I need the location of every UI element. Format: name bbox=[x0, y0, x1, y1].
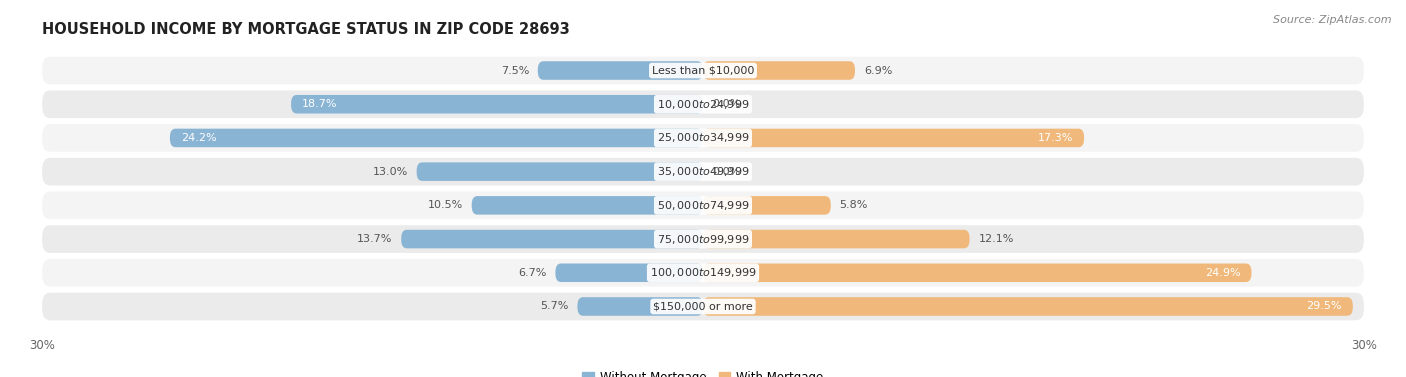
FancyBboxPatch shape bbox=[471, 196, 703, 215]
Text: 18.7%: 18.7% bbox=[302, 99, 337, 109]
FancyBboxPatch shape bbox=[42, 124, 1364, 152]
Text: 24.9%: 24.9% bbox=[1205, 268, 1240, 278]
FancyBboxPatch shape bbox=[578, 297, 703, 316]
Text: $75,000 to $99,999: $75,000 to $99,999 bbox=[657, 233, 749, 245]
FancyBboxPatch shape bbox=[42, 57, 1364, 84]
FancyBboxPatch shape bbox=[170, 129, 703, 147]
Text: $10,000 to $24,999: $10,000 to $24,999 bbox=[657, 98, 749, 111]
FancyBboxPatch shape bbox=[42, 192, 1364, 219]
Text: 29.5%: 29.5% bbox=[1306, 302, 1341, 311]
FancyBboxPatch shape bbox=[537, 61, 703, 80]
FancyBboxPatch shape bbox=[555, 264, 703, 282]
FancyBboxPatch shape bbox=[42, 225, 1364, 253]
Text: 6.7%: 6.7% bbox=[519, 268, 547, 278]
Text: 17.3%: 17.3% bbox=[1038, 133, 1073, 143]
FancyBboxPatch shape bbox=[401, 230, 703, 248]
FancyBboxPatch shape bbox=[703, 230, 970, 248]
FancyBboxPatch shape bbox=[42, 259, 1364, 287]
Text: 24.2%: 24.2% bbox=[181, 133, 217, 143]
Text: $50,000 to $74,999: $50,000 to $74,999 bbox=[657, 199, 749, 212]
Text: 5.7%: 5.7% bbox=[540, 302, 568, 311]
FancyBboxPatch shape bbox=[42, 90, 1364, 118]
Text: $25,000 to $34,999: $25,000 to $34,999 bbox=[657, 132, 749, 144]
Text: $150,000 or more: $150,000 or more bbox=[654, 302, 752, 311]
FancyBboxPatch shape bbox=[703, 129, 1084, 147]
Text: $100,000 to $149,999: $100,000 to $149,999 bbox=[650, 266, 756, 279]
Text: $35,000 to $49,999: $35,000 to $49,999 bbox=[657, 165, 749, 178]
Text: 5.8%: 5.8% bbox=[839, 200, 868, 210]
Text: 10.5%: 10.5% bbox=[427, 200, 463, 210]
FancyBboxPatch shape bbox=[416, 162, 703, 181]
FancyBboxPatch shape bbox=[42, 158, 1364, 185]
Text: 7.5%: 7.5% bbox=[501, 66, 529, 75]
Legend: Without Mortgage, With Mortgage: Without Mortgage, With Mortgage bbox=[578, 366, 828, 377]
FancyBboxPatch shape bbox=[291, 95, 703, 113]
Text: 0.0%: 0.0% bbox=[711, 99, 740, 109]
FancyBboxPatch shape bbox=[703, 297, 1353, 316]
Text: 12.1%: 12.1% bbox=[979, 234, 1014, 244]
FancyBboxPatch shape bbox=[703, 61, 855, 80]
Text: HOUSEHOLD INCOME BY MORTGAGE STATUS IN ZIP CODE 28693: HOUSEHOLD INCOME BY MORTGAGE STATUS IN Z… bbox=[42, 22, 569, 37]
Text: 13.7%: 13.7% bbox=[357, 234, 392, 244]
Text: 13.0%: 13.0% bbox=[373, 167, 408, 177]
FancyBboxPatch shape bbox=[42, 293, 1364, 320]
FancyBboxPatch shape bbox=[703, 196, 831, 215]
Text: Less than $10,000: Less than $10,000 bbox=[652, 66, 754, 75]
Text: 0.0%: 0.0% bbox=[711, 167, 740, 177]
FancyBboxPatch shape bbox=[703, 264, 1251, 282]
Text: Source: ZipAtlas.com: Source: ZipAtlas.com bbox=[1274, 15, 1392, 25]
Text: 6.9%: 6.9% bbox=[863, 66, 893, 75]
